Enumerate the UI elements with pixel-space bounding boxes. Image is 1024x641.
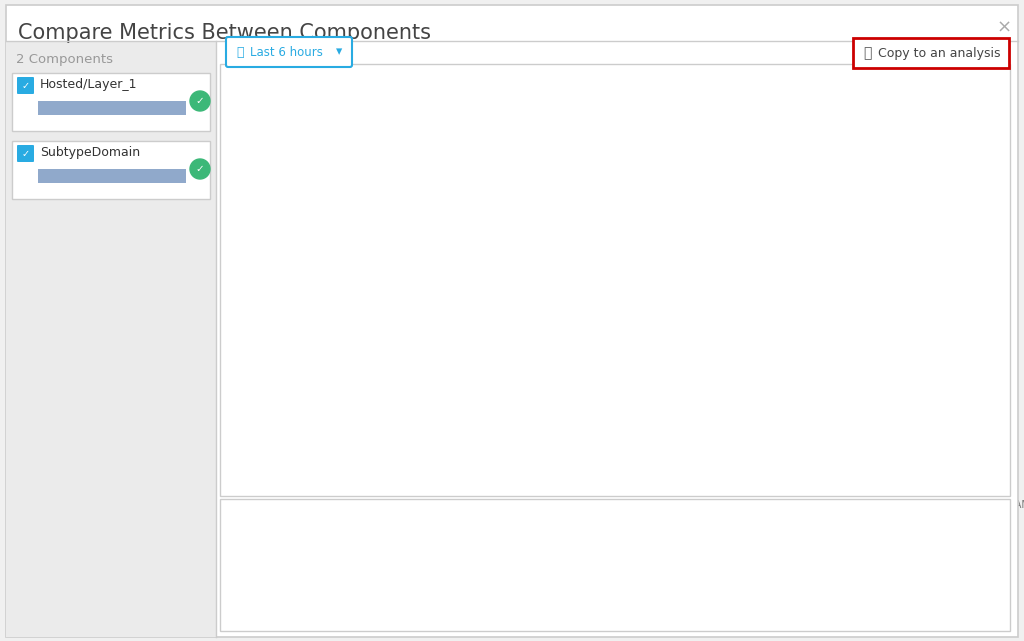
Text: Copy to an analysis: Copy to an analysis xyxy=(878,47,1000,60)
Text: Compare Metrics Between Components: Compare Metrics Between Components xyxy=(18,23,431,43)
Text: Request Rate (req/s): Request Rate (req/s) xyxy=(220,45,371,60)
FancyBboxPatch shape xyxy=(6,5,1018,637)
Text: ✓: ✓ xyxy=(196,164,205,174)
Text: SubtypeDomain: SubtypeDomain xyxy=(40,146,140,159)
FancyBboxPatch shape xyxy=(17,77,34,94)
Bar xyxy=(38,101,186,115)
Text: Hosted/Layer_1: Hosted/Layer_1 xyxy=(40,78,137,91)
Bar xyxy=(220,64,1010,496)
Text: ⏱: ⏱ xyxy=(236,46,244,58)
Text: ✓: ✓ xyxy=(22,81,30,90)
FancyBboxPatch shape xyxy=(853,38,1009,68)
FancyBboxPatch shape xyxy=(12,73,210,131)
Bar xyxy=(38,169,186,183)
FancyBboxPatch shape xyxy=(17,145,34,162)
FancyBboxPatch shape xyxy=(12,141,210,199)
Bar xyxy=(220,499,1010,631)
Bar xyxy=(6,41,216,637)
Circle shape xyxy=(190,159,210,179)
Text: Last 6 hours: Last 6 hours xyxy=(250,46,323,58)
Text: ⧉: ⧉ xyxy=(863,46,871,60)
Text: ×: × xyxy=(997,19,1012,37)
FancyBboxPatch shape xyxy=(226,37,352,67)
Text: ✓: ✓ xyxy=(22,149,30,158)
Text: Request Response Time Avg (s): Request Response Time Avg (s) xyxy=(220,480,451,495)
Text: ✓: ✓ xyxy=(196,96,205,106)
Text: ▾: ▾ xyxy=(336,46,342,58)
Circle shape xyxy=(190,91,210,111)
Text: 2 Components: 2 Components xyxy=(16,53,113,66)
